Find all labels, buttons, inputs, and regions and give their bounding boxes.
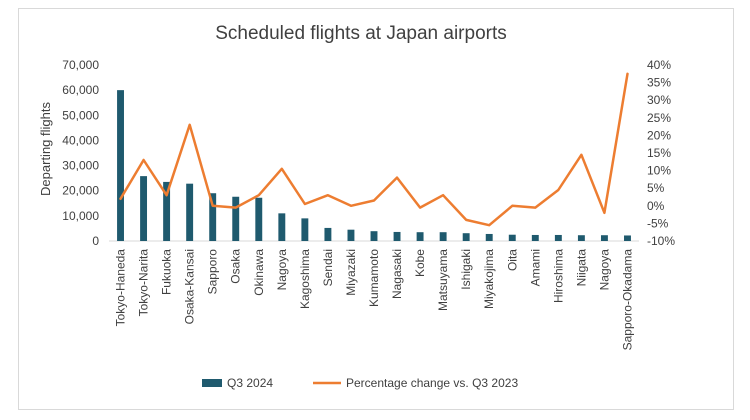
y2-tick-label: 30% (647, 93, 671, 107)
x-tick-label: Matsuyama (436, 249, 450, 311)
y2-tick-label: 0% (647, 199, 665, 213)
x-tick-label: Ishigaki (459, 249, 473, 290)
y2-tick-label: 35% (647, 76, 671, 90)
y-tick-label: 20,000 (62, 184, 99, 198)
x-tick-label: Nagoya (275, 249, 289, 291)
bar (140, 176, 148, 241)
y-tick-label: 70,000 (62, 58, 99, 72)
y-tick-label: 40,000 (62, 133, 99, 147)
legend: Q3 2024 Percentage change vs. Q3 2023 (202, 376, 518, 390)
bar (439, 232, 447, 241)
bar (232, 196, 240, 241)
x-tick-label: Sapporo-Okadama (620, 249, 634, 351)
bar (324, 227, 332, 241)
x-tick-label: Hiroshima (551, 249, 565, 303)
x-tick-label: Niigata (574, 249, 588, 287)
bar (209, 193, 217, 241)
x-tick-label: Nagasaki (390, 249, 404, 299)
x-tick-label: Okinawa (252, 249, 266, 296)
bar (186, 183, 194, 241)
bar (485, 233, 493, 241)
y-axis-title: Departing flights (38, 102, 53, 196)
y2-tick-label: 25% (647, 111, 671, 125)
bar (577, 235, 585, 241)
bar (600, 235, 608, 241)
x-tick-label: Tokyo-Haneda (114, 249, 128, 327)
bar (163, 181, 171, 241)
y2-tick-label: 15% (647, 146, 671, 160)
bar (508, 234, 516, 241)
y-tick-label: 0 (92, 234, 99, 248)
y2-tick-label: 20% (647, 128, 671, 142)
chart-frame: Scheduled flights at Japan airports Depa… (18, 8, 734, 410)
x-tick-label: Kobe (413, 249, 427, 277)
legend-label-bar: Q3 2024 (227, 376, 273, 390)
bar (278, 213, 286, 241)
bar (393, 231, 401, 241)
legend-swatch-bar (202, 379, 222, 387)
bar (624, 235, 631, 241)
bar (347, 229, 355, 241)
bar (416, 232, 424, 241)
legend-label-line: Percentage change vs. Q3 2023 (346, 376, 518, 390)
bar (370, 231, 378, 241)
y-tick-label: 60,000 (62, 83, 99, 97)
y-tick-label: 30,000 (62, 159, 99, 173)
x-tick-label: Tokyo-Narita (137, 249, 151, 317)
y2-tick-label: -10% (647, 234, 675, 248)
chart-title: Scheduled flights at Japan airports (215, 23, 507, 44)
bar (255, 197, 263, 241)
x-tick-label: Nagoya (597, 249, 611, 291)
x-tick-label: Osaka (229, 249, 243, 284)
y2-tick-label: 10% (647, 164, 671, 178)
x-tick-label: Sendai (321, 249, 335, 286)
y-tick-label: 50,000 (62, 108, 99, 122)
x-tick-label: Kagoshima (298, 249, 312, 309)
y2-tick-label: -5% (647, 216, 669, 230)
x-tick-label: Osaka-Kansai (183, 249, 197, 324)
x-tick-label: Kumamoto (367, 249, 381, 307)
x-tick-label: Fukuoka (160, 249, 174, 295)
y-tick-label: 10,000 (62, 209, 99, 223)
bar (301, 218, 309, 241)
bar (462, 233, 470, 241)
x-tick-label: Sapporo (206, 249, 220, 295)
y2-tick-label: 40% (647, 58, 671, 72)
bar (117, 90, 124, 242)
x-tick-label: Miyazaki (344, 249, 358, 296)
percentage-change-line (119, 72, 629, 227)
bar (531, 234, 539, 241)
chart-svg: Scheduled flights at Japan airports Depa… (38, 23, 675, 390)
x-tick-label: Miyakojima (482, 249, 496, 309)
y2-tick-label: 5% (647, 181, 665, 195)
x-tick-label: Amami (528, 249, 542, 286)
x-tick-label: Oita (505, 249, 519, 271)
bar (554, 234, 562, 241)
